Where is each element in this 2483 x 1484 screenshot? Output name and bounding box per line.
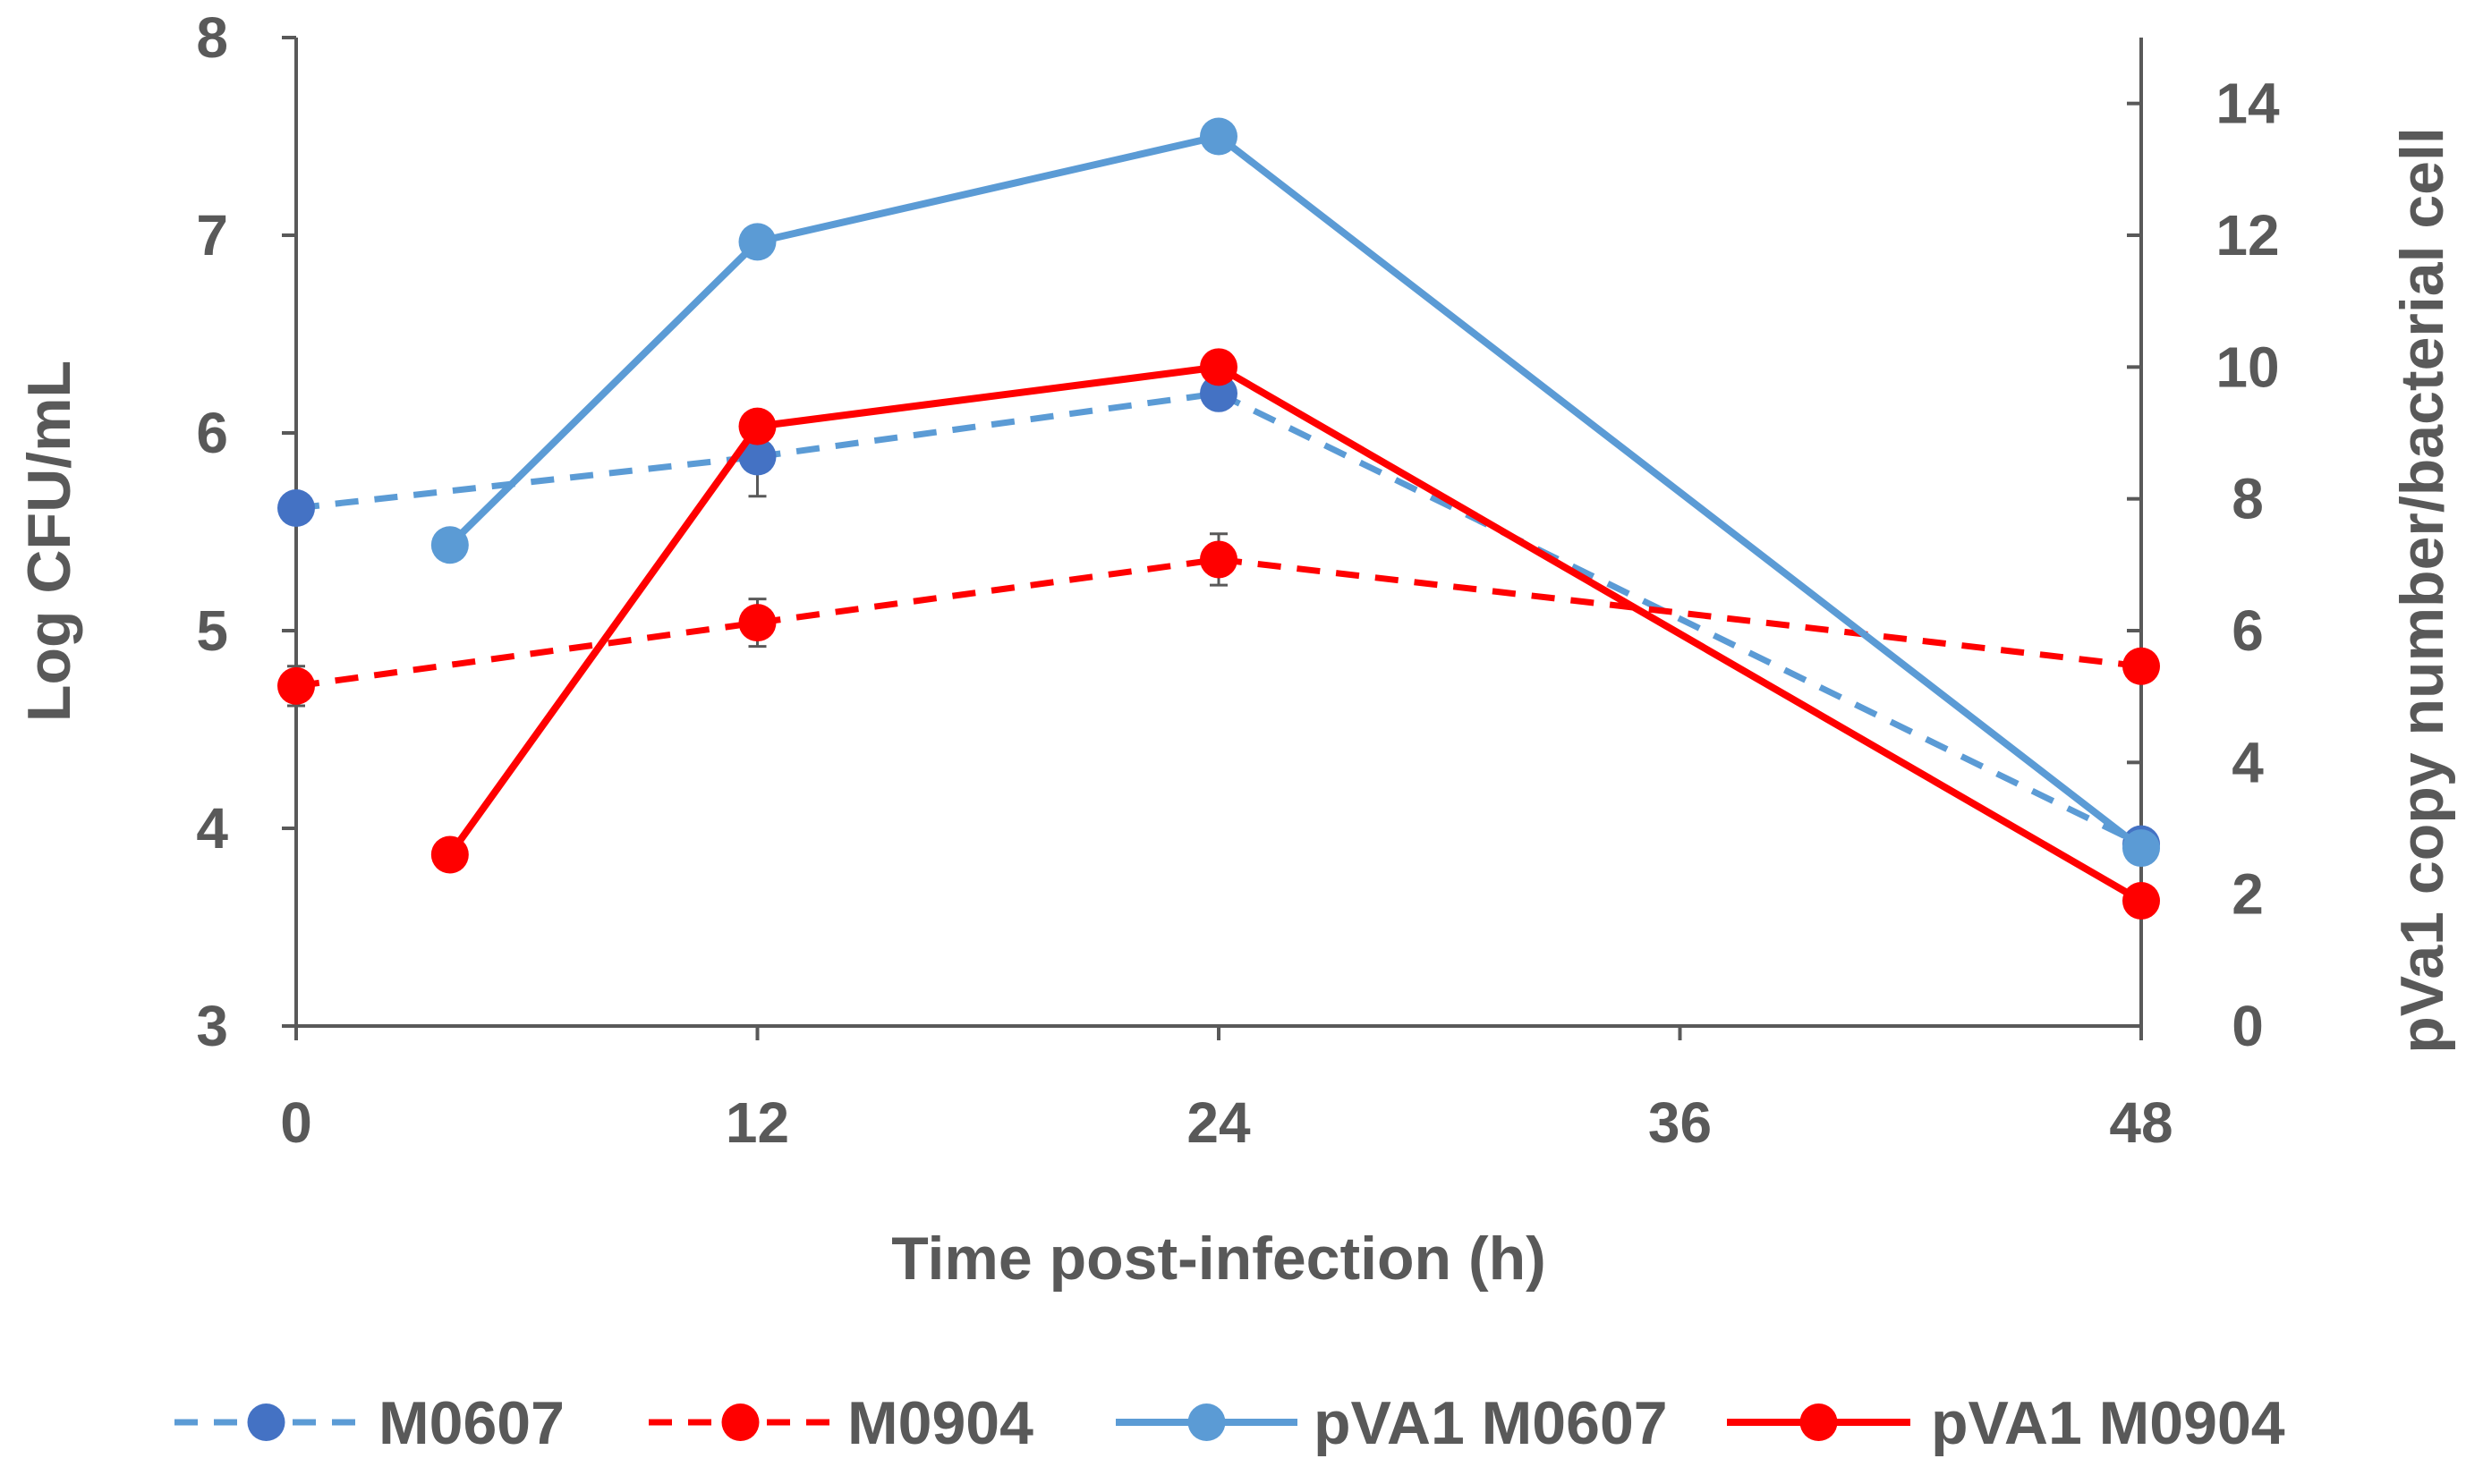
series-line-segment bbox=[757, 390, 1220, 460]
y-left-tick-label: 3 bbox=[196, 994, 228, 1058]
data-point bbox=[738, 604, 777, 642]
data-point bbox=[2122, 882, 2160, 920]
series-line-segment bbox=[1215, 132, 2145, 852]
series-pva1-m0904 bbox=[430, 348, 2160, 920]
y-left-tick-label: 5 bbox=[196, 598, 228, 663]
series-line-segment bbox=[757, 555, 1220, 626]
legend-label: M0607 bbox=[378, 1389, 565, 1457]
y-axis-left-title: Log CFU/mL bbox=[15, 360, 83, 722]
data-point bbox=[738, 407, 777, 445]
data-point bbox=[277, 488, 315, 527]
y-right-tick-label: 0 bbox=[2232, 994, 2264, 1058]
legend-marker bbox=[247, 1403, 285, 1441]
legend-marker bbox=[1799, 1403, 1838, 1441]
legend-label: pVA1 M0607 bbox=[1314, 1389, 1668, 1457]
data-point bbox=[430, 835, 469, 874]
y-right-tick-label: 10 bbox=[2215, 335, 2279, 399]
series-line-segment bbox=[446, 422, 761, 859]
x-tick-label: 36 bbox=[1648, 1090, 1712, 1155]
y-axis-right-title: pVa1 copy number/bacterial cell bbox=[2388, 127, 2456, 1054]
legend-marker bbox=[1187, 1403, 1226, 1441]
data-point bbox=[1200, 374, 1237, 412]
series-line-segment bbox=[446, 238, 761, 549]
data-point bbox=[1200, 540, 1237, 579]
series-m0607 bbox=[277, 374, 2160, 863]
series-m0904 bbox=[277, 532, 2160, 708]
legend-marker bbox=[721, 1403, 760, 1441]
y-right-tick-label: 14 bbox=[2215, 72, 2280, 136]
data-point bbox=[738, 437, 777, 476]
legend: M0607 M0904 pVA1 M0607 pVA1 M0904 bbox=[174, 1389, 2285, 1457]
y-right-tick-label: 12 bbox=[2215, 203, 2279, 267]
data-point bbox=[277, 666, 315, 705]
y-left-tick-label: 8 bbox=[196, 5, 228, 70]
x-tick-label: 48 bbox=[2109, 1090, 2173, 1155]
data-point bbox=[430, 526, 469, 564]
series-line-segment bbox=[1215, 363, 2145, 905]
data-point bbox=[738, 223, 777, 261]
y-right-tick-label: 2 bbox=[2232, 862, 2264, 927]
series-line-segment bbox=[1218, 555, 2142, 670]
x-tick-label: 12 bbox=[726, 1090, 789, 1155]
x-tick-label: 24 bbox=[1186, 1090, 1251, 1155]
data-point bbox=[2122, 829, 2160, 868]
series-layer bbox=[277, 117, 2160, 920]
legend-label: pVA1 M0904 bbox=[1931, 1389, 2285, 1457]
x-tick-label: 0 bbox=[280, 1090, 312, 1155]
y-right-tick-label: 4 bbox=[2232, 730, 2264, 794]
series-line-segment bbox=[1217, 390, 2143, 847]
y-left-tick-label: 7 bbox=[196, 203, 228, 267]
y-left-tick-label: 6 bbox=[196, 401, 228, 465]
series-pva1-m0607 bbox=[430, 117, 2160, 868]
data-point bbox=[2122, 647, 2160, 685]
series-line-segment bbox=[753, 363, 1222, 430]
y-left-tick-label: 4 bbox=[196, 796, 228, 861]
legend-label: M0904 bbox=[847, 1389, 1033, 1457]
series-line-segment bbox=[753, 132, 1222, 246]
x-axis-title: Time post-infection (h) bbox=[891, 1225, 1546, 1293]
data-point bbox=[1200, 348, 1237, 386]
y-right-tick-label: 8 bbox=[2232, 467, 2264, 531]
data-point bbox=[1200, 117, 1237, 156]
y-right-tick-label: 6 bbox=[2232, 598, 2264, 663]
series-line-segment bbox=[295, 619, 758, 690]
